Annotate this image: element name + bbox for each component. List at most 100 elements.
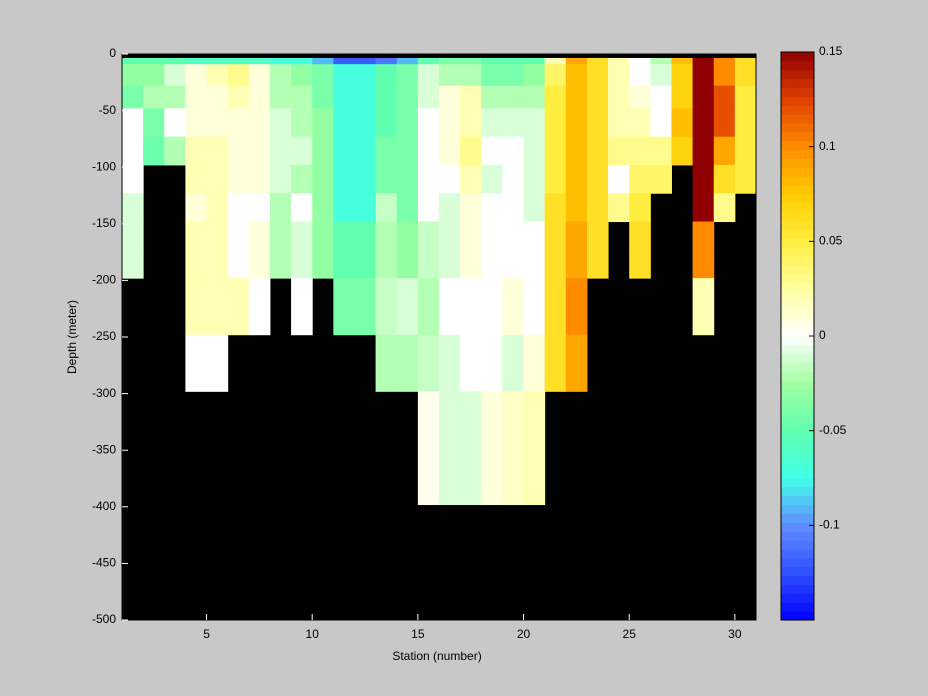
cell [629, 64, 651, 87]
cell [565, 136, 588, 166]
colorbar-swatch [781, 469, 814, 479]
cell [354, 249, 377, 279]
cell [185, 278, 208, 336]
cell [122, 193, 144, 223]
cell [713, 193, 736, 223]
cell [396, 136, 419, 166]
y-tick-label: -500 [92, 612, 116, 626]
cell [565, 108, 588, 138]
cell [227, 221, 250, 251]
cell [354, 221, 377, 251]
cell [143, 85, 165, 109]
colorbar-swatch [781, 291, 814, 301]
cell [227, 64, 250, 87]
colorbar-tick-label: -0.1 [819, 518, 840, 532]
cell [185, 164, 208, 194]
cell [481, 136, 503, 166]
cell [544, 249, 567, 279]
cell [206, 57, 229, 65]
cell [375, 278, 398, 336]
cell [671, 85, 694, 109]
colorbar-swatch [781, 451, 814, 461]
cell [333, 85, 355, 109]
cell [502, 85, 525, 109]
colorbar-swatch [781, 265, 814, 275]
cell [227, 193, 250, 223]
cell [375, 221, 398, 251]
cell [312, 193, 334, 223]
cell [417, 249, 440, 279]
colorbar-swatch [781, 380, 814, 390]
y-tick-label: -50 [99, 103, 117, 117]
y-axis-label: Depth (meter) [65, 300, 79, 374]
cell [291, 136, 313, 166]
colorbar-swatch [781, 123, 814, 133]
cell [354, 164, 377, 194]
cell [629, 164, 651, 194]
cell [523, 221, 546, 251]
colorbar-swatch [781, 513, 814, 523]
cell [375, 64, 398, 87]
cell [523, 249, 546, 279]
cell [164, 136, 186, 166]
cell [502, 136, 525, 166]
cell [502, 193, 525, 223]
cell [692, 164, 715, 194]
cell [692, 221, 715, 251]
cell [185, 136, 208, 166]
cell [122, 164, 144, 194]
cell [312, 108, 334, 138]
cell [523, 193, 546, 223]
colorbar-swatch [781, 540, 814, 550]
colorbar-swatch [781, 229, 814, 239]
colorbar-swatch [781, 167, 814, 177]
cell [354, 108, 377, 138]
cell [375, 249, 398, 279]
cell [608, 136, 630, 166]
cell [650, 64, 672, 87]
cell [608, 57, 630, 65]
cell [206, 85, 229, 109]
cell [502, 108, 525, 138]
cell [291, 221, 313, 251]
cell [713, 85, 736, 109]
cell [122, 136, 144, 166]
colorbar-tick-label: 0.1 [819, 139, 836, 153]
cell [269, 193, 292, 223]
cell [354, 57, 377, 65]
cell [650, 108, 672, 138]
cell [734, 136, 757, 166]
cell [439, 108, 461, 138]
cell [544, 85, 567, 109]
cell [544, 334, 567, 392]
cell [481, 391, 503, 506]
cell [608, 64, 630, 87]
y-tick-label: -250 [92, 329, 116, 343]
cell [502, 249, 525, 279]
cell [269, 164, 292, 194]
x-tick-label: 30 [728, 627, 742, 641]
cell [248, 249, 271, 279]
cell [671, 136, 694, 166]
cell [629, 193, 651, 223]
cell [375, 334, 398, 392]
cell [460, 391, 482, 506]
cell [312, 57, 334, 65]
cell [713, 108, 736, 138]
cell [608, 193, 630, 223]
cell [417, 136, 440, 166]
cell [713, 164, 736, 194]
cell [185, 334, 208, 392]
cell [248, 85, 271, 109]
cell [396, 57, 419, 65]
y-tick-label: -100 [92, 159, 116, 173]
cell [544, 108, 567, 138]
cell [312, 164, 334, 194]
cell [650, 57, 672, 65]
cell [375, 164, 398, 194]
cell [565, 249, 588, 279]
cell [608, 85, 630, 109]
cell [227, 57, 250, 65]
cell [439, 64, 461, 87]
